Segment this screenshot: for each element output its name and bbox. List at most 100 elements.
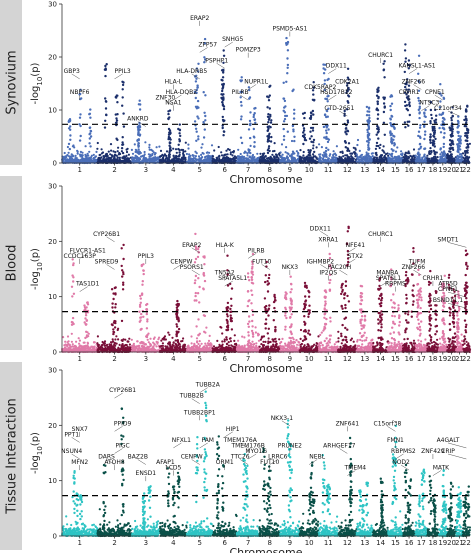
snp-point: [282, 120, 286, 123]
snp-point: [175, 334, 178, 338]
snp-point: [66, 335, 70, 338]
snp-point: [379, 143, 382, 146]
snp-point: [176, 158, 179, 161]
snp-point: [302, 154, 305, 157]
snp-point: [93, 341, 96, 344]
snp-point: [249, 159, 252, 162]
snp-point: [326, 137, 329, 140]
snp-point: [379, 156, 382, 159]
snp-point: [196, 84, 199, 87]
y-tick-label: 30: [48, 1, 57, 9]
snp-point: [337, 159, 340, 162]
snp-point: [69, 134, 72, 137]
snp-point: [203, 128, 206, 131]
snp-point: [111, 338, 114, 341]
snp-point: [267, 99, 271, 102]
gene-label: PSMD5-AS1: [272, 26, 307, 33]
snp-point: [130, 338, 133, 341]
snp-point: [114, 286, 117, 289]
snp-point: [302, 157, 305, 160]
snp-point: [100, 148, 103, 151]
snp-point: [382, 62, 385, 65]
snp-point: [78, 153, 82, 156]
snp-point: [69, 157, 72, 160]
snp-point: [325, 146, 328, 150]
snp-point: [393, 135, 396, 138]
snp-point: [167, 110, 170, 113]
snp-point: [113, 342, 117, 345]
snp-point: [431, 141, 434, 144]
snp-point: [286, 63, 290, 67]
snp-point: [151, 152, 154, 156]
snp-point: [367, 139, 370, 142]
snp-point: [225, 156, 228, 159]
snp-point: [419, 124, 422, 127]
snp-point: [89, 135, 93, 138]
snp-point: [159, 149, 163, 152]
snp-point: [142, 315, 145, 318]
snp-point: [311, 129, 315, 132]
snp-point: [310, 156, 313, 159]
snp-point: [86, 303, 90, 306]
snp-point: [204, 58, 207, 61]
snp-point: [153, 153, 156, 156]
snp-point: [79, 158, 83, 161]
snp-point: [121, 83, 125, 87]
snp-point: [439, 100, 442, 103]
snp-point: [94, 155, 97, 159]
snp-point: [222, 61, 225, 64]
snp-point: [177, 320, 180, 323]
snp-point: [78, 345, 82, 348]
snp-point: [155, 340, 158, 343]
snp-point: [293, 135, 296, 138]
snp-point: [139, 301, 142, 304]
snp-point: [286, 155, 289, 158]
snp-point: [196, 99, 200, 103]
snp-point: [302, 131, 305, 134]
snp-point: [142, 154, 146, 157]
snp-point: [259, 158, 262, 161]
snp-point: [145, 348, 148, 352]
snp-point: [121, 151, 125, 155]
snp-point: [179, 158, 182, 161]
snp-point: [247, 128, 251, 131]
snp-point: [465, 156, 468, 159]
snp-point: [145, 303, 148, 307]
snp-point: [131, 347, 134, 350]
snp-point: [155, 146, 158, 149]
snp-point: [240, 76, 243, 79]
snp-point: [411, 158, 414, 161]
snp-point: [365, 157, 368, 161]
snp-point: [354, 147, 357, 150]
snp-point: [138, 99, 141, 102]
snp-point: [120, 339, 124, 342]
snp-point: [326, 140, 330, 144]
snp-point: [169, 132, 172, 135]
snp-point: [267, 135, 271, 139]
gene-label: PILRB: [232, 89, 249, 96]
snp-point: [88, 150, 91, 153]
snp-point: [439, 147, 442, 150]
snp-point: [167, 112, 170, 116]
snp-point: [160, 339, 163, 342]
snp-point: [201, 143, 204, 146]
x-tick-label: 14: [376, 166, 385, 174]
snp-point: [150, 348, 153, 351]
panel-title: Synovium: [5, 50, 20, 114]
snp-point: [116, 113, 119, 116]
snp-point: [229, 153, 232, 156]
snp-point: [114, 153, 117, 157]
snp-point: [400, 150, 403, 153]
snp-point: [130, 148, 133, 151]
snp-point: [168, 136, 171, 140]
snp-point: [123, 155, 126, 158]
snp-point: [423, 115, 426, 118]
snp-point: [259, 152, 262, 155]
y-axis-label: -log10(p): [30, 62, 44, 104]
snp-point: [239, 90, 242, 94]
snp-point: [221, 126, 224, 130]
snp-point: [137, 345, 140, 348]
snp-point: [122, 125, 126, 128]
snp-point: [248, 97, 251, 100]
snp-point: [367, 143, 370, 147]
